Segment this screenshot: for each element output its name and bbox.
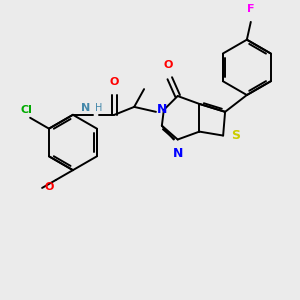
Text: N: N: [172, 147, 183, 161]
Text: Cl: Cl: [20, 105, 32, 115]
Text: F: F: [247, 4, 254, 14]
Text: N: N: [157, 103, 167, 116]
Text: N: N: [82, 103, 91, 113]
Text: H: H: [95, 103, 102, 113]
Text: O: O: [110, 77, 119, 87]
Text: S: S: [231, 129, 240, 142]
Text: O: O: [163, 60, 172, 70]
Text: O: O: [44, 182, 54, 192]
